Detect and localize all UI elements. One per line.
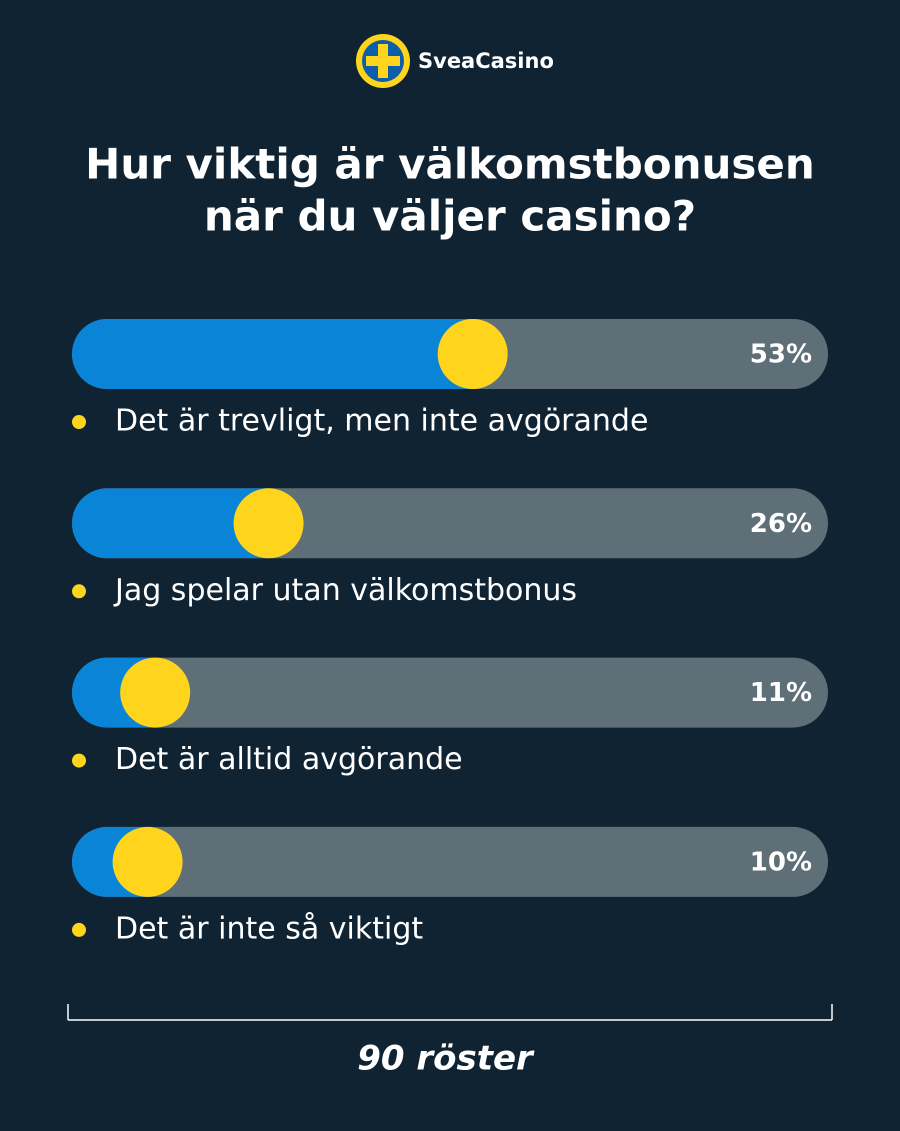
value-label: 26% — [750, 509, 812, 539]
bullet — [72, 584, 86, 599]
knob — [233, 488, 304, 559]
bracket — [67, 1004, 833, 1021]
value-label: 53% — [750, 340, 812, 370]
brand: SveaCasino — [418, 49, 554, 73]
title-line: när du väljer casino? — [204, 192, 696, 241]
track — [72, 657, 828, 728]
total-votes: 90 röster — [357, 1039, 535, 1079]
bullet — [72, 415, 86, 429]
value-label: 11% — [750, 678, 812, 708]
track — [72, 826, 828, 897]
knob — [120, 657, 191, 728]
category-label: Det är trevligt, men inte avgörande — [115, 404, 648, 439]
knob — [437, 319, 508, 389]
value-label: 10% — [750, 847, 812, 877]
logo-cross — [366, 56, 400, 66]
category-label: Det är alltid avgörande — [115, 742, 463, 777]
bullet — [72, 922, 86, 937]
bar — [72, 319, 473, 389]
bullet — [72, 753, 86, 768]
category-label: Det är inte så viktigt — [115, 911, 423, 946]
title-line: Hur viktig är välkomstbonusen — [85, 140, 815, 189]
logo — [356, 34, 410, 88]
category-label: Jag spelar utan välkomstbonus — [113, 573, 577, 608]
knob — [112, 826, 183, 897]
